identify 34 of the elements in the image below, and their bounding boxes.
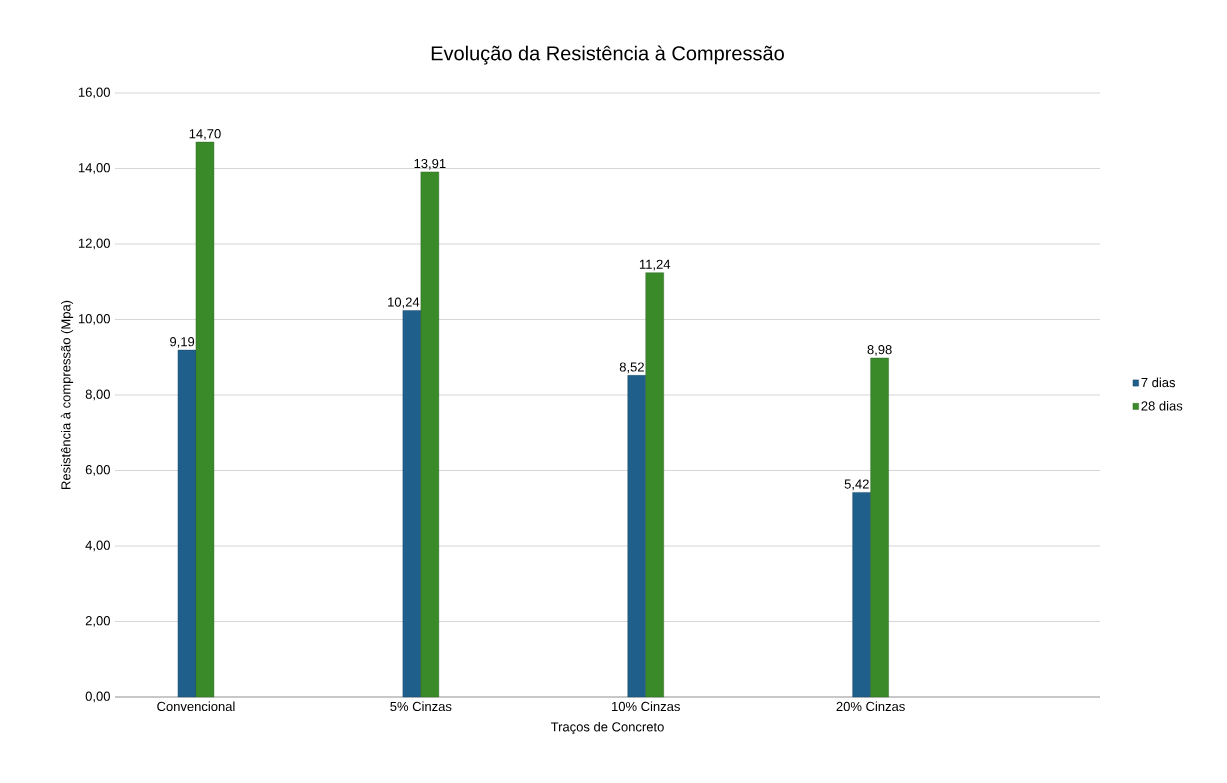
y-axis-title: Resistência à compressão (Mpa) xyxy=(60,300,74,489)
y-tick-label: 8,00 xyxy=(85,389,110,401)
bar xyxy=(195,141,215,698)
bar xyxy=(177,349,197,698)
y-tick-label: 0,00 xyxy=(85,691,110,703)
x-tick-label: Convencional xyxy=(157,701,235,712)
y-tick-label: 14,00 xyxy=(78,163,110,174)
data-label: 8,52 xyxy=(619,362,644,374)
y-tick-label: 16,00 xyxy=(78,87,110,99)
legend-label: 7 dias xyxy=(1141,377,1176,388)
x-tick-label: 5% Cinzas xyxy=(390,701,452,712)
y-tick-label: 10,00 xyxy=(78,314,110,325)
data-label: 13,91 xyxy=(414,158,446,170)
y-tick-label: 2,00 xyxy=(85,616,110,627)
y-tick-label: 4,00 xyxy=(85,540,110,552)
data-label: 8,98 xyxy=(867,345,892,356)
y-tick-label: 6,00 xyxy=(85,465,110,476)
bar xyxy=(645,272,664,698)
data-label: 5,42 xyxy=(844,479,869,491)
data-label: 9,19 xyxy=(170,337,195,348)
bar xyxy=(870,357,889,698)
bar xyxy=(402,310,422,698)
bar xyxy=(420,171,440,698)
x-axis-title: Traços de Concreto xyxy=(550,721,664,735)
data-label: 11,24 xyxy=(639,259,671,271)
y-tick-label: 12,00 xyxy=(78,238,110,250)
legend-label: 28 dias xyxy=(1141,400,1183,411)
bar xyxy=(627,375,646,698)
data-label: 14,70 xyxy=(189,129,221,140)
chart-title: Evolução da Resistência à Compressão xyxy=(431,45,784,65)
x-tick-label: 10% Cinzas xyxy=(612,701,680,712)
data-label: 10,24 xyxy=(388,297,420,309)
x-tick-label: 20% Cinzas xyxy=(836,701,905,712)
bar xyxy=(852,492,871,698)
